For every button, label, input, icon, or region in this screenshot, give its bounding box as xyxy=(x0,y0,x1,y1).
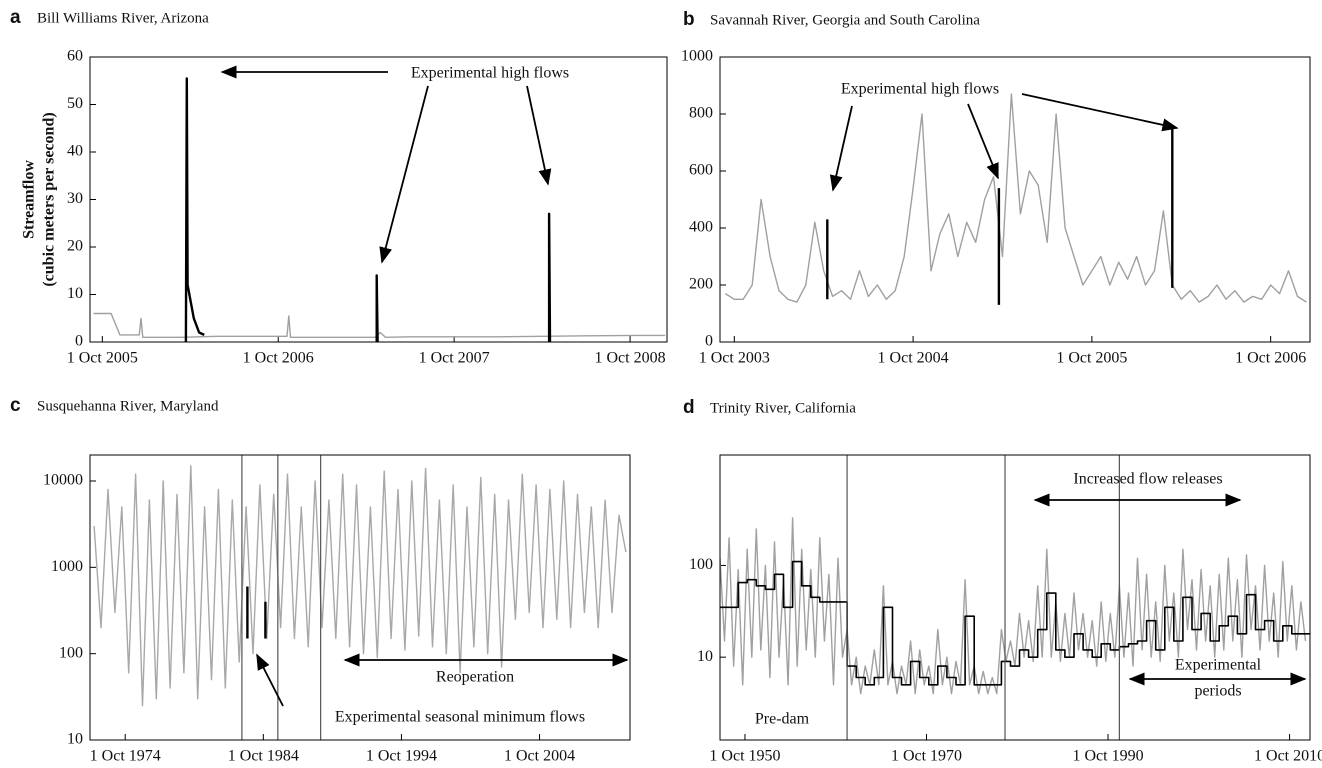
plot-area xyxy=(720,517,1310,695)
plot-frame xyxy=(719,454,1311,741)
x-tick-label: 1 Oct 2008 xyxy=(595,350,666,367)
y-tick-label: 800 xyxy=(689,105,713,122)
y-tick-label: 60 xyxy=(67,48,83,65)
annotation: Experimental seasonal minimum flows xyxy=(335,709,585,726)
panel-label: b xyxy=(683,9,695,30)
y-tick-label: 0 xyxy=(75,333,83,350)
x-tick-label: 1 Oct 2003 xyxy=(699,350,770,367)
x-tick-label: 1 Oct 1950 xyxy=(709,748,780,765)
y-tick-label: 100 xyxy=(689,556,713,573)
panel-title: Savannah River, Georgia and South Caroli… xyxy=(710,12,980,28)
annotation: Experimental high flows xyxy=(411,65,569,82)
x-tick-label: 1 Oct 2006 xyxy=(243,350,314,367)
plot-area xyxy=(93,77,666,342)
annotation: Reoperation xyxy=(436,669,514,686)
annotation: Increased flow releases xyxy=(1073,471,1222,488)
y-tick-label: 10 xyxy=(67,285,83,302)
plot-area xyxy=(93,465,627,707)
y-tick-label: 50 xyxy=(67,95,83,112)
x-tick-label: 1 Oct 2006 xyxy=(1235,350,1306,367)
annotation-arrow xyxy=(829,105,853,192)
panel-title: Trinity River, California xyxy=(710,400,856,416)
x-tick-label: 1 Oct 2005 xyxy=(67,350,138,367)
y-axis-label: Streamflow xyxy=(21,160,38,239)
annotation-arrow xyxy=(967,103,999,180)
panel-title: Susquehanna River, Maryland xyxy=(37,398,219,414)
plot-frame xyxy=(89,56,668,343)
annotation: Experimental xyxy=(1175,657,1262,674)
y-tick-label: 10 xyxy=(67,731,83,748)
y-tick-label: 20 xyxy=(67,238,83,255)
panel-label: d xyxy=(683,397,695,418)
annotation: Pre-dam xyxy=(755,711,810,728)
series-line xyxy=(720,560,1310,686)
x-tick-label: 1 Oct 1990 xyxy=(1072,748,1143,765)
series-line xyxy=(826,125,1174,305)
series-line xyxy=(184,77,552,342)
x-tick-label: 1 Oct 1974 xyxy=(90,748,161,765)
plot-area xyxy=(725,93,1307,305)
y-tick-label: 10 xyxy=(697,648,713,665)
y-tick-label: 100 xyxy=(59,644,83,661)
panel-label: c xyxy=(10,395,21,416)
annotation: Experimental high flows xyxy=(841,81,999,98)
panel-title: Bill Williams River, Arizona xyxy=(37,10,209,26)
annotation-arrow xyxy=(1021,93,1179,132)
y-tick-label: 0 xyxy=(705,333,713,350)
x-tick-label: 1 Oct 2004 xyxy=(878,350,949,367)
annotation-arrow xyxy=(379,85,429,264)
y-tick-label: 400 xyxy=(689,219,713,236)
x-tick-label: 1 Oct 1994 xyxy=(366,748,437,765)
x-tick-label: 1 Oct 1984 xyxy=(228,748,299,765)
y-tick-label: 30 xyxy=(67,190,83,207)
y-tick-label: 10000 xyxy=(43,472,83,489)
plot-frame xyxy=(89,454,631,741)
panel-label: a xyxy=(10,7,21,28)
annotation: periods xyxy=(1194,683,1241,700)
annotation-arrow xyxy=(526,85,552,186)
x-tick-label: 1 Oct 2007 xyxy=(419,350,490,367)
x-tick-label: 1 Oct 2010 xyxy=(1254,748,1322,765)
annotation-arrow xyxy=(256,653,284,707)
series-line xyxy=(725,93,1307,303)
plot-frame xyxy=(719,56,1311,343)
y-tick-label: 1000 xyxy=(51,558,83,575)
y-tick-label: 1000 xyxy=(681,48,713,65)
series-line xyxy=(246,586,267,639)
x-tick-label: 1 Oct 1970 xyxy=(891,748,962,765)
y-tick-label: 40 xyxy=(67,143,83,160)
x-tick-label: 1 Oct 2005 xyxy=(1056,350,1127,367)
series-line xyxy=(93,312,666,338)
series-line xyxy=(93,465,627,707)
x-tick-label: 1 Oct 2004 xyxy=(504,748,575,765)
y-tick-label: 200 xyxy=(689,276,713,293)
y-tick-label: 600 xyxy=(689,162,713,179)
y-axis-label: (cubic meters per second) xyxy=(41,112,58,286)
